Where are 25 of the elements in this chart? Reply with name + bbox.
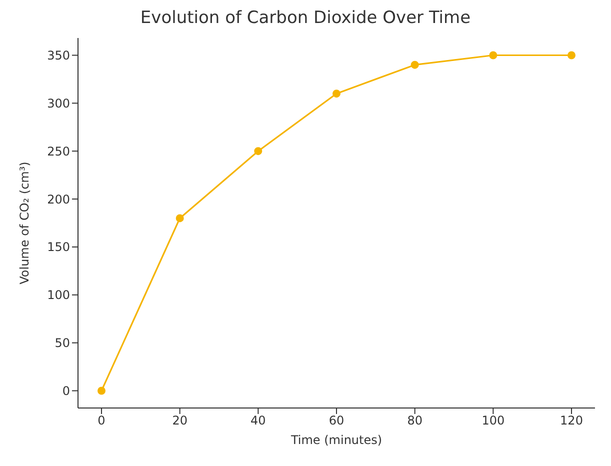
x-tick-label: 80 — [407, 414, 422, 428]
y-tick-label: 0 — [62, 384, 70, 398]
point — [176, 214, 184, 222]
point — [568, 51, 576, 60]
point — [98, 386, 106, 395]
y-tick-label: 200 — [47, 192, 70, 206]
chart-title: Evolution of Carbon Dioxide Over Time — [139, 8, 472, 30]
y-axis-title: Volume of CO₂ (cm³) — [17, 162, 32, 284]
point — [254, 147, 262, 156]
x-tick-label: 20 — [172, 414, 188, 428]
y-tick-label: 50 — [54, 336, 70, 350]
y-tick-label: 300 — [47, 96, 70, 110]
x-axis-title: Time (minutes) — [290, 433, 382, 447]
x-tick-label: 40 — [250, 414, 266, 428]
x-tick-label: 0 — [98, 414, 106, 428]
y-tick-label: 100 — [47, 288, 70, 302]
x-tick-label: 60 — [328, 414, 344, 428]
point — [410, 60, 419, 69]
y-tick-label: 150 — [47, 240, 70, 254]
y-tick-label: 250 — [47, 144, 70, 158]
x-tick-label: 120 — [560, 414, 583, 428]
point — [489, 51, 498, 60]
point — [332, 90, 340, 98]
y-tick-label: 350 — [47, 48, 70, 63]
x-tick-label: 100 — [482, 414, 505, 428]
